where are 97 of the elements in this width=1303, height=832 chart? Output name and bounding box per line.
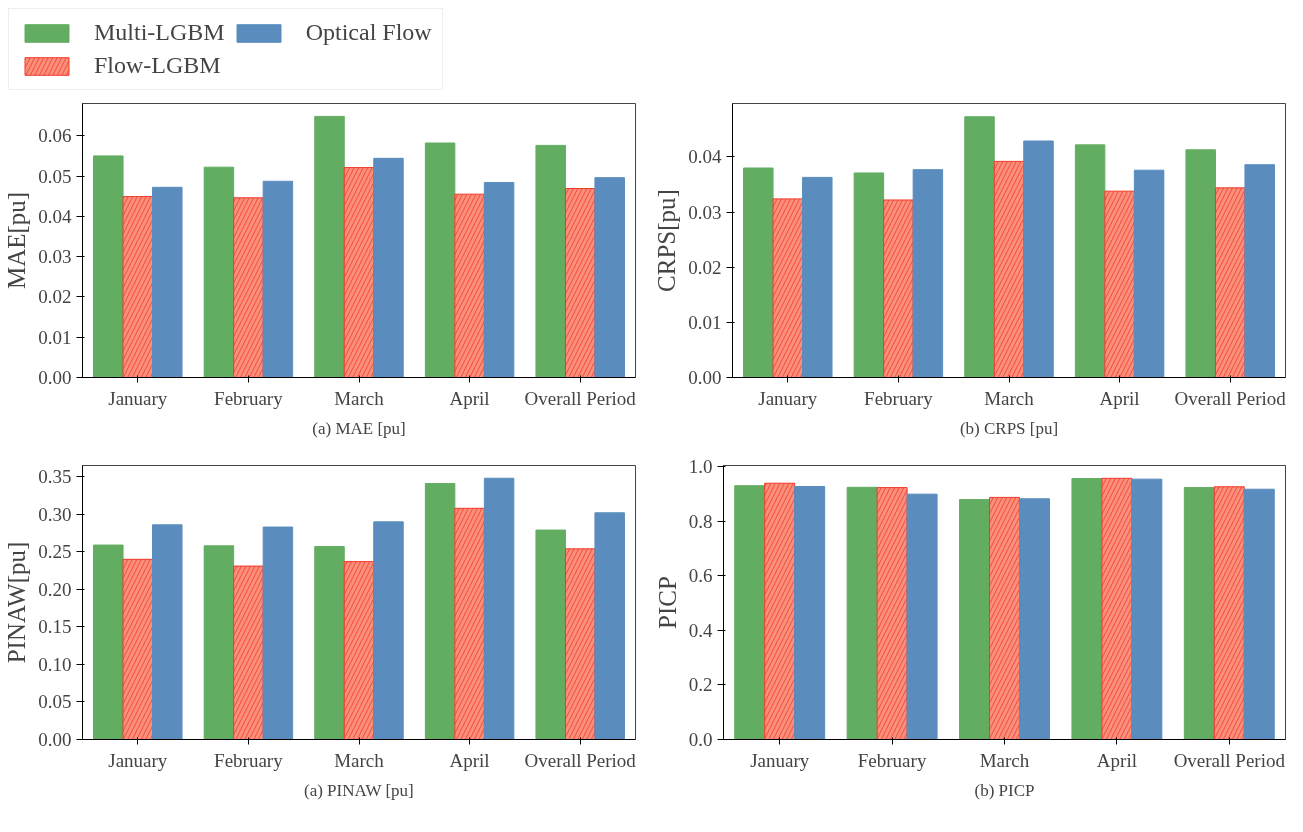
bar xyxy=(424,142,456,378)
y-tick-label: 0.20 xyxy=(38,578,72,600)
bar xyxy=(535,529,566,740)
bar xyxy=(743,167,774,378)
bar xyxy=(93,155,124,378)
x-tick-label: April xyxy=(449,387,490,409)
y-tick-label: 1.0 xyxy=(688,456,713,478)
x-tick-label: January xyxy=(750,749,810,771)
bar xyxy=(424,483,456,740)
y-tick-label: 0.04 xyxy=(688,146,722,168)
bar xyxy=(912,169,944,378)
y-axis-title: CRPS[pu] xyxy=(653,189,681,292)
y-tick-label: 0.06 xyxy=(38,125,72,147)
y-axis-title: PINAW[pu] xyxy=(3,541,31,664)
bar xyxy=(1183,487,1215,740)
y-tick-label: 0.05 xyxy=(38,165,72,187)
bar xyxy=(93,544,124,740)
y-tick-label: 0.10 xyxy=(38,653,72,675)
x-tick-label: Overall Period xyxy=(1174,387,1287,409)
x-tick-label: Overall Period xyxy=(524,749,637,771)
y-tick-label: 0.02 xyxy=(688,256,722,278)
x-tick-label: January xyxy=(108,749,168,771)
y-tick-label: 0.0 xyxy=(688,729,713,750)
x-tick-label: April xyxy=(449,749,490,771)
x-tick-label: Overall Period xyxy=(1173,749,1286,771)
bar xyxy=(152,524,183,740)
y-tick-label: 0.01 xyxy=(688,311,722,333)
y-tick-label: 0.8 xyxy=(688,510,713,532)
bar xyxy=(594,512,625,740)
y-tick-label: 0.05 xyxy=(38,691,72,713)
bar xyxy=(203,545,235,740)
y-tick-label: 0.03 xyxy=(38,246,72,268)
y-tick-label: 0.35 xyxy=(38,466,72,488)
bar xyxy=(1023,140,1054,378)
bar xyxy=(1131,478,1163,740)
bar xyxy=(314,546,345,740)
text: (b) PICP xyxy=(974,780,1035,800)
bar xyxy=(373,521,404,740)
y-tick-label: 0.4 xyxy=(688,619,713,641)
y-tick-label: 0.04 xyxy=(38,205,72,227)
text: (a) PINAW [pu] xyxy=(303,780,414,800)
y-tick-label: 0.02 xyxy=(38,286,72,308)
y-tick-label: 0.15 xyxy=(38,616,72,638)
x-tick-label: February xyxy=(857,749,927,771)
x-tick-label: February xyxy=(214,387,284,409)
x-tick-label: February xyxy=(214,749,284,771)
bar xyxy=(1244,164,1275,378)
y-axis-title: MAE[pu] xyxy=(3,191,31,290)
x-tick-label: January xyxy=(108,387,168,409)
bar xyxy=(483,477,515,740)
bar xyxy=(906,493,938,740)
y-tick-label: 0.00 xyxy=(38,367,72,388)
legend-label: Flow-LGBM xyxy=(94,52,221,79)
bar xyxy=(846,486,878,740)
bar xyxy=(1018,498,1050,740)
x-tick-label: March xyxy=(984,387,1035,409)
x-tick-label: April xyxy=(1099,387,1140,409)
x-tick-label: April xyxy=(1096,749,1137,771)
bar xyxy=(1243,488,1275,740)
y-tick-label: 0.00 xyxy=(688,367,722,388)
y-axis-title: PICP xyxy=(653,576,681,629)
bar xyxy=(203,166,235,378)
x-tick-label: March xyxy=(334,387,385,409)
bar xyxy=(802,176,833,378)
x-tick-label: March xyxy=(979,749,1030,771)
bar xyxy=(959,499,991,740)
bar xyxy=(1185,149,1216,378)
y-tick-label: 0.6 xyxy=(688,565,713,587)
bar xyxy=(152,186,183,378)
bar xyxy=(262,526,294,740)
bar xyxy=(373,157,404,378)
bar xyxy=(262,180,294,378)
x-tick-label: March xyxy=(334,749,385,771)
text: (b) CRPS [pu] xyxy=(959,418,1059,438)
x-tick-label: Overall Period xyxy=(524,387,637,409)
y-tick-label: 0.30 xyxy=(38,503,72,525)
text: (a) MAE [pu] xyxy=(312,418,406,438)
bar xyxy=(853,172,885,378)
bar xyxy=(1133,169,1165,378)
legend-label: Multi-LGBM xyxy=(94,19,225,46)
bar xyxy=(594,177,625,378)
y-tick-label: 0.03 xyxy=(688,201,722,223)
bar xyxy=(535,144,566,378)
x-tick-label: January xyxy=(758,387,818,409)
y-tick-label: 0.25 xyxy=(38,541,72,563)
bar xyxy=(734,485,766,740)
x-tick-label: February xyxy=(864,387,934,409)
bar xyxy=(1074,144,1106,378)
y-tick-label: 0.2 xyxy=(688,674,713,696)
bar xyxy=(483,181,515,378)
bar xyxy=(794,485,826,740)
legend-label: Optical Flow xyxy=(305,19,432,46)
y-tick-label: 0.00 xyxy=(38,729,72,750)
y-tick-label: 0.01 xyxy=(38,326,72,348)
bar xyxy=(1071,478,1103,740)
bar xyxy=(314,115,345,378)
bar xyxy=(964,116,995,378)
